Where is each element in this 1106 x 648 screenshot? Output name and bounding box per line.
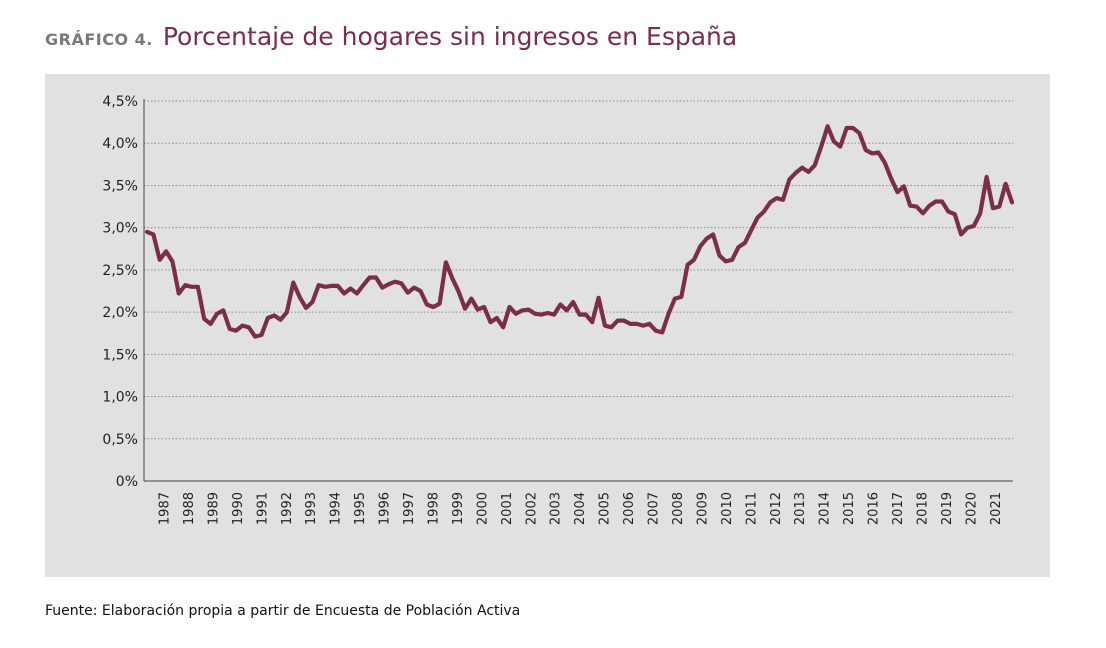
x-tick-label: 1999: [451, 492, 466, 525]
x-tick-label: 2001: [500, 492, 515, 525]
line-chart: 0% 0,5% 1,0% 1,5% 2,0% 2,5% 3,0% 3,5% 4,0% 4,5% 19…: [102, 94, 1015, 525]
chart-header: GRÁFICO 4. Porcentaje de hogares sin ing…: [45, 22, 737, 51]
y-tick-label: 2,5%: [102, 263, 138, 279]
source-note: Fuente: Elaboración propia a partir de E…: [45, 603, 521, 619]
x-tick-label: 2017: [891, 492, 906, 525]
x-tick-label: 2003: [549, 492, 564, 525]
x-tick-label: 2012: [769, 492, 784, 525]
y-tick-label: 3,0%: [102, 221, 138, 237]
x-tick-label: 1988: [182, 492, 197, 525]
chart-title: Porcentaje de hogares sin ingresos en Es…: [162, 22, 738, 51]
x-tick-label: 2014: [818, 492, 833, 525]
x-tick-label: 2015: [842, 492, 857, 525]
x-tick-label: 2009: [695, 492, 710, 525]
x-tick-label: 2000: [475, 492, 490, 525]
series-line: [144, 124, 1015, 339]
x-tick-label: 1995: [353, 492, 368, 525]
x-tick-label: 2010: [720, 492, 735, 525]
y-tick-label: 1,5%: [102, 347, 138, 363]
x-tick-label: 2004: [573, 492, 588, 525]
x-tick-label: 2020: [964, 492, 979, 525]
x-tick-label: 2005: [598, 492, 613, 525]
x-tick-label: 2002: [524, 492, 539, 525]
x-tick-label: 2021: [989, 492, 1004, 525]
y-tick-label: 3,5%: [102, 178, 138, 194]
x-tick-label: 2019: [940, 492, 955, 525]
x-tick-label: 2011: [744, 492, 759, 525]
x-tick-label: 2006: [622, 492, 637, 525]
x-tick-label: 1987: [158, 492, 173, 525]
x-tick-label: 1990: [231, 492, 246, 525]
x-tick-label: 1994: [329, 492, 344, 525]
x-tick-label: 2013: [793, 492, 808, 525]
x-tick-label: 1997: [402, 492, 417, 525]
x-tick-label: 2018: [915, 492, 930, 525]
x-tick-label: 1991: [255, 492, 270, 525]
y-tick-label: 0,5%: [102, 432, 138, 448]
figure-label: GRÁFICO 4.: [45, 30, 153, 49]
x-tick-label: 2008: [671, 492, 686, 525]
y-tick-label: 0%: [116, 474, 138, 490]
y-tick-label: 4,0%: [102, 136, 138, 152]
x-tick-label: 1989: [206, 492, 221, 525]
x-tick-label: 2016: [867, 492, 882, 525]
x-tick-label: 1993: [304, 492, 319, 525]
y-tick-label: 1,0%: [102, 390, 138, 406]
chart-panel: 0% 0,5% 1,0% 1,5% 2,0% 2,5% 3,0% 3,5% 4,0% 4,5% 19…: [45, 74, 1050, 577]
y-tick-label: 2,0%: [102, 305, 138, 321]
x-tick-label: 1992: [280, 492, 295, 525]
y-tick-label: 4,5%: [102, 94, 138, 110]
x-tick-label: 2007: [647, 492, 662, 525]
x-tick-label: 1998: [426, 492, 441, 525]
x-tick-label: 1996: [378, 492, 393, 525]
